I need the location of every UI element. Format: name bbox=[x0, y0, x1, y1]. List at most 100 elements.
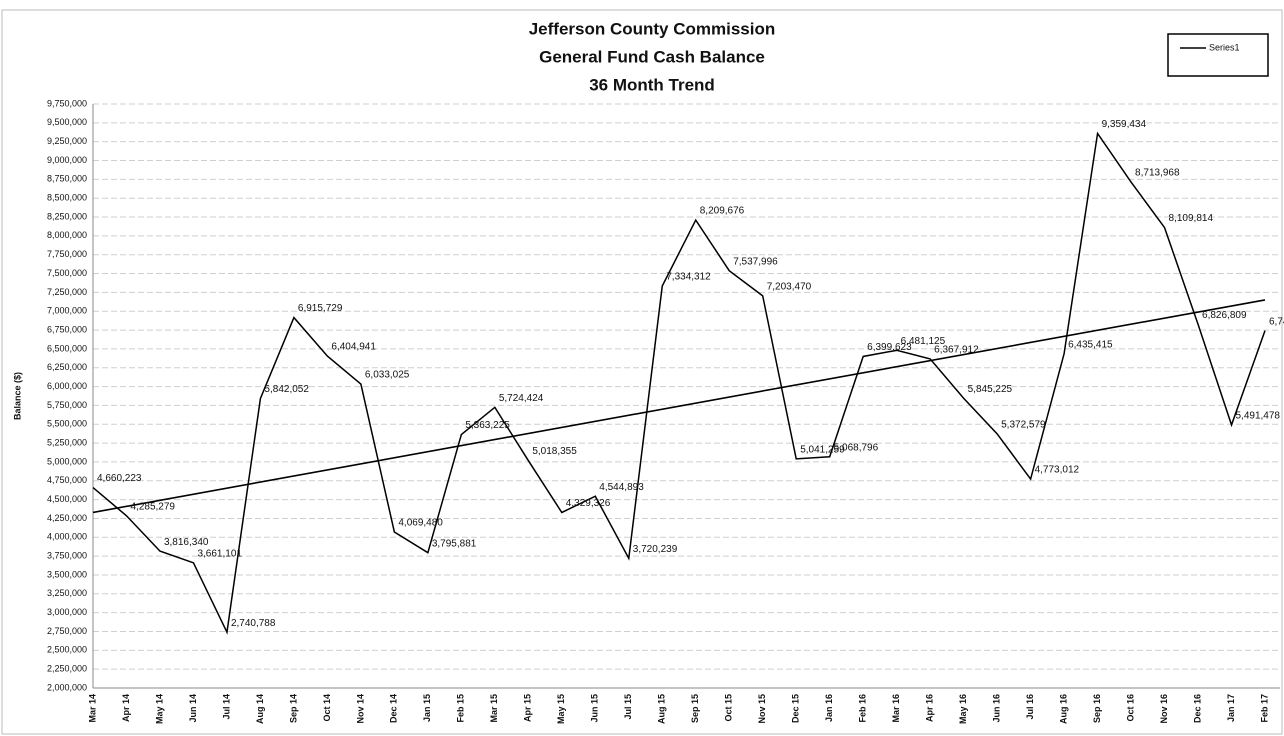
x-tick-label: Mar 16 bbox=[891, 694, 901, 723]
x-tick-label: Oct 16 bbox=[1125, 694, 1135, 722]
data-label: 6,399,623 bbox=[867, 342, 912, 353]
data-label: 7,334,312 bbox=[666, 272, 711, 283]
y-tick-label: 9,750,000 bbox=[47, 98, 87, 108]
trend-line bbox=[92, 299, 1266, 514]
x-tick-label: Jan 16 bbox=[824, 694, 834, 722]
x-tick-label: Jan 17 bbox=[1226, 694, 1236, 722]
y-tick-label: 3,000,000 bbox=[47, 607, 87, 617]
y-tick-label: 9,500,000 bbox=[47, 117, 87, 127]
data-label: 3,661,101 bbox=[197, 548, 242, 559]
y-tick-label: 8,250,000 bbox=[47, 211, 87, 221]
data-label: 4,069,480 bbox=[398, 518, 443, 529]
data-label: 6,742,403 bbox=[1269, 316, 1284, 327]
y-tick-label: 3,750,000 bbox=[47, 551, 87, 561]
y-tick-label: 7,750,000 bbox=[47, 249, 87, 259]
data-label: 6,435,415 bbox=[1068, 339, 1113, 350]
x-tick-label: Apr 16 bbox=[925, 694, 935, 722]
chart-title: General Fund Cash Balance bbox=[539, 47, 765, 66]
x-tick-label: Jul 16 bbox=[1025, 694, 1035, 720]
data-label: 6,826,809 bbox=[1202, 310, 1247, 321]
y-axis-label: Balance ($) bbox=[12, 372, 22, 420]
y-tick-label: 7,000,000 bbox=[47, 306, 87, 316]
x-tick-label: Jan 15 bbox=[422, 694, 432, 722]
data-label: 5,845,225 bbox=[968, 384, 1013, 395]
y-tick-label: 6,750,000 bbox=[47, 324, 87, 334]
y-tick-label: 6,500,000 bbox=[47, 343, 87, 353]
x-tick-label: Feb 16 bbox=[858, 694, 868, 723]
y-tick-label: 4,750,000 bbox=[47, 475, 87, 485]
x-tick-label: Jun 15 bbox=[590, 694, 600, 723]
x-tick-label: Oct 14 bbox=[322, 694, 332, 722]
x-tick-label: Jul 15 bbox=[623, 694, 633, 720]
x-tick-label: Apr 15 bbox=[523, 694, 533, 722]
data-label: 8,109,814 bbox=[1169, 213, 1214, 224]
data-label: 8,209,676 bbox=[700, 206, 745, 217]
x-tick-label: Mar 15 bbox=[489, 694, 499, 723]
x-tick-label: May 14 bbox=[154, 694, 164, 724]
x-tick-label: Jun 14 bbox=[188, 694, 198, 723]
data-line bbox=[92, 131, 1266, 635]
data-label: 4,773,012 bbox=[1035, 465, 1080, 476]
chart-title: 36 Month Trend bbox=[589, 75, 715, 94]
data-label: 9,359,434 bbox=[1102, 119, 1147, 130]
data-label: 4,329,326 bbox=[566, 498, 611, 509]
data-label: 4,285,279 bbox=[130, 501, 175, 512]
data-label: 7,537,996 bbox=[733, 256, 778, 267]
data-label: 6,404,941 bbox=[331, 342, 376, 353]
chart-title: Jefferson County Commission bbox=[529, 19, 776, 38]
y-tick-label: 8,500,000 bbox=[47, 193, 87, 203]
y-tick-label: 2,500,000 bbox=[47, 645, 87, 655]
x-tick-label: Jun 16 bbox=[991, 694, 1001, 723]
y-tick-label: 5,750,000 bbox=[47, 400, 87, 410]
y-tick-label: 7,500,000 bbox=[47, 268, 87, 278]
data-label: 5,041,259 bbox=[800, 444, 845, 455]
x-tick-label: Oct 15 bbox=[724, 694, 734, 722]
data-label: 3,795,881 bbox=[432, 538, 477, 549]
chart-frame bbox=[1, 9, 1283, 735]
data-label: 5,491,478 bbox=[1236, 411, 1281, 422]
x-tick-label: Feb 15 bbox=[456, 694, 466, 723]
legend-label: Series1 bbox=[1209, 42, 1240, 52]
data-label: 5,842,052 bbox=[264, 384, 309, 395]
x-tick-label: Sep 14 bbox=[288, 694, 298, 723]
y-tick-label: 8,000,000 bbox=[47, 230, 87, 240]
x-tick-label: Feb 17 bbox=[1259, 694, 1269, 723]
x-tick-label: Dec 16 bbox=[1192, 694, 1202, 723]
data-label: 5,372,579 bbox=[1001, 420, 1046, 431]
y-tick-label: 2,250,000 bbox=[47, 664, 87, 674]
data-label: 7,203,470 bbox=[767, 282, 812, 293]
legend-box bbox=[1167, 33, 1269, 77]
x-tick-label: Dec 14 bbox=[389, 694, 399, 723]
x-tick-label: Aug 16 bbox=[1058, 694, 1068, 724]
y-tick-label: 4,250,000 bbox=[47, 513, 87, 523]
y-tick-label: 8,750,000 bbox=[47, 174, 87, 184]
data-label: 5,363,225 bbox=[465, 420, 510, 431]
data-label: 4,660,223 bbox=[97, 473, 142, 484]
x-tick-label: Mar 14 bbox=[87, 694, 97, 723]
y-tick-label: 6,000,000 bbox=[47, 381, 87, 391]
x-tick-label: Aug 14 bbox=[255, 694, 265, 724]
y-tick-label: 9,250,000 bbox=[47, 136, 87, 146]
data-label: 8,713,968 bbox=[1135, 168, 1180, 179]
data-label: 2,740,788 bbox=[231, 618, 276, 629]
x-tick-label: Dec 15 bbox=[791, 694, 801, 723]
x-tick-label: May 15 bbox=[556, 694, 566, 724]
y-tick-label: 5,000,000 bbox=[47, 456, 87, 466]
y-tick-label: 5,250,000 bbox=[47, 437, 87, 447]
y-tick-label: 9,000,000 bbox=[47, 155, 87, 165]
data-label: 5,068,796 bbox=[834, 442, 879, 453]
data-label: 6,367,912 bbox=[934, 344, 979, 355]
data-label: 6,915,729 bbox=[298, 303, 343, 314]
data-label: 3,816,340 bbox=[164, 537, 209, 548]
data-label: 6,481,125 bbox=[901, 336, 946, 347]
x-tick-label: Jul 14 bbox=[221, 694, 231, 720]
data-label: 5,018,355 bbox=[532, 446, 577, 457]
x-tick-label: Nov 14 bbox=[355, 694, 365, 724]
y-tick-label: 5,500,000 bbox=[47, 419, 87, 429]
y-tick-label: 4,000,000 bbox=[47, 532, 87, 542]
x-tick-label: Sep 15 bbox=[690, 694, 700, 723]
data-label: 4,544,893 bbox=[599, 482, 644, 493]
data-label: 3,720,239 bbox=[633, 544, 678, 555]
x-tick-label: Nov 16 bbox=[1159, 694, 1169, 724]
